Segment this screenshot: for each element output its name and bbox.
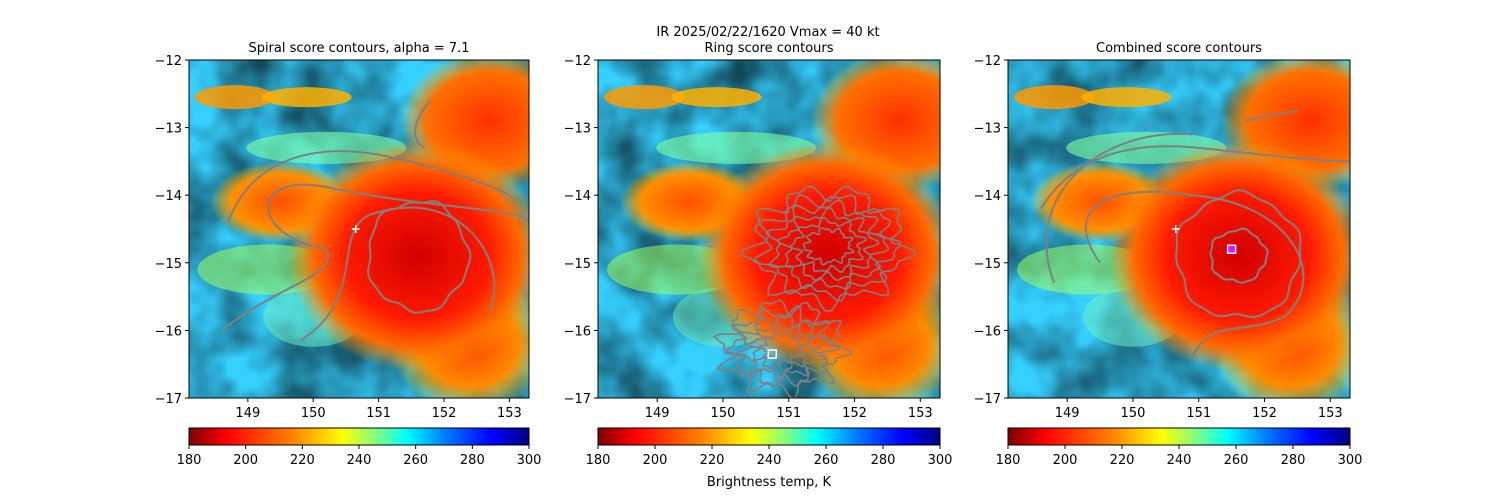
y-tick-label: −16 xyxy=(564,324,591,339)
figure-suptitle: IR 2025/02/22/1620 Vmax = 40 kt xyxy=(656,25,879,40)
colorbar xyxy=(1007,427,1351,446)
x-tick-label: 149 xyxy=(645,406,670,421)
colorbar-tick-label: 240 xyxy=(1167,453,1192,468)
first-guess-marker xyxy=(1171,225,1180,233)
panel-title: Spiral score contours, alpha = 7.1 xyxy=(248,41,469,56)
x-tick-label: 152 xyxy=(432,406,457,421)
y-tick-label: −13 xyxy=(974,122,1001,137)
y-tick-label: −15 xyxy=(974,257,1001,272)
colorbar-tick-label: 260 xyxy=(814,453,839,468)
x-tick-label: 151 xyxy=(776,406,801,421)
colorbar-tick-label: 300 xyxy=(517,453,542,468)
colorbar-tick-label: 260 xyxy=(403,453,428,468)
y-tick-label: −12 xyxy=(155,54,182,69)
y-tick-label: −15 xyxy=(155,257,182,272)
colorbar-tick-label: 280 xyxy=(460,453,485,468)
colorbar-tick-label: 180 xyxy=(586,453,611,468)
colorbar-tick-label: 220 xyxy=(700,453,725,468)
x-tick-label: 151 xyxy=(366,406,391,421)
x-tick-label: 152 xyxy=(1252,406,1277,421)
best-center-marker xyxy=(1226,244,1237,255)
y-tick-label: −16 xyxy=(155,324,182,339)
colorbar-tick-label: 260 xyxy=(1224,453,1249,468)
panel-title: Combined score contours xyxy=(1096,41,1262,56)
colorbar-tick-label: 280 xyxy=(871,453,896,468)
ir-image xyxy=(189,60,529,398)
y-tick-label: −14 xyxy=(974,189,1001,204)
colorbar-tick-label: 200 xyxy=(1053,453,1078,468)
y-tick-label: −12 xyxy=(974,54,1001,69)
colorbar-tick-label: 180 xyxy=(177,453,202,468)
axes-frame xyxy=(1007,59,1351,399)
y-tick-label: −14 xyxy=(155,189,182,204)
colorbar-tick-label: 240 xyxy=(757,453,782,468)
axes-frame xyxy=(597,59,941,399)
colorbar xyxy=(597,427,941,446)
y-tick-label: −13 xyxy=(155,122,182,137)
x-tick-label: 153 xyxy=(497,406,522,421)
score-contours xyxy=(712,185,917,398)
x-tick-label: 150 xyxy=(1121,406,1146,421)
x-tick-label: 150 xyxy=(301,406,326,421)
colorbar-tick-label: 200 xyxy=(233,453,258,468)
colorbar-tick-label: 280 xyxy=(1281,453,1306,468)
x-tick-label: 153 xyxy=(1318,406,1343,421)
y-tick-label: −15 xyxy=(564,257,591,272)
axes-frame xyxy=(188,59,530,399)
y-tick-label: −14 xyxy=(564,189,591,204)
y-tick-label: −16 xyxy=(974,324,1001,339)
panel-2: Ring score contours 149 150 151 152 153 −12 −13… xyxy=(564,41,953,490)
x-tick-label: 149 xyxy=(1055,406,1080,421)
colorbar xyxy=(188,427,530,446)
colorbar-tick-label: 240 xyxy=(347,453,372,468)
score-contours xyxy=(221,99,529,342)
x-tick-label: 152 xyxy=(842,406,867,421)
x-tick-label: 149 xyxy=(235,406,260,421)
y-tick-label: −12 xyxy=(564,54,591,69)
x-tick-label: 150 xyxy=(711,406,736,421)
first-guess-marker xyxy=(351,225,360,233)
y-tick-label: −17 xyxy=(564,392,591,407)
best-center-marker xyxy=(767,349,778,359)
x-tick-label: 151 xyxy=(1186,406,1211,421)
ir-image xyxy=(598,60,940,398)
y-tick-label: −17 xyxy=(155,392,182,407)
panel-1: Spiral score contours, alpha = 7.1 149 150… xyxy=(155,41,542,468)
colorbar-tick-label: 300 xyxy=(928,453,953,468)
ir-image xyxy=(1008,60,1350,398)
y-tick-label: −13 xyxy=(564,122,591,137)
colorbar-tick-label: 180 xyxy=(996,453,1021,468)
score-contours xyxy=(1040,109,1350,358)
colorbar-tick-label: 220 xyxy=(290,453,315,468)
colorbar-tick-label: 220 xyxy=(1110,453,1135,468)
colorbar-tick-label: 200 xyxy=(643,453,668,468)
panel-3: Combined score contours 149 150 151 152 153 −1… xyxy=(974,41,1363,468)
colorbar-tick-label: 300 xyxy=(1338,453,1363,468)
y-tick-label: −17 xyxy=(974,392,1001,407)
colorbar-label: Brightness temp, K xyxy=(707,475,832,490)
x-tick-label: 153 xyxy=(908,406,933,421)
panel-title: Ring score contours xyxy=(704,41,833,56)
